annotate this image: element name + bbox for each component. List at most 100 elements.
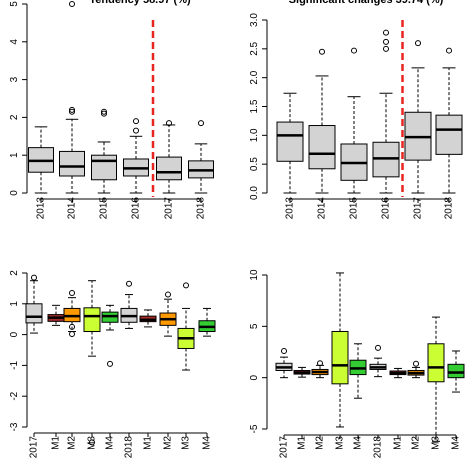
x-tick-label: 2017 xyxy=(164,197,175,220)
outlier-point xyxy=(198,120,204,127)
chart-panel-1: Tendency 58.97 (%) 0 1 2 3 4 5 2013 2014 2015 2016… xyxy=(9,0,214,219)
box-2018 xyxy=(120,280,138,329)
y-tick-label: 0 xyxy=(9,331,20,337)
y-tick-label: 10 xyxy=(249,269,260,281)
x-tick-label: M4 xyxy=(451,436,462,450)
outlier-point xyxy=(133,118,139,125)
box-body xyxy=(447,363,465,379)
x-tick-label: M3 xyxy=(335,436,346,450)
y-tick-label: 2.0 xyxy=(249,70,260,84)
box-2016 xyxy=(123,118,149,194)
outlier-point xyxy=(166,120,172,127)
x-tick-label: M4 xyxy=(105,436,116,450)
x-tick-label: 2013 xyxy=(36,197,47,220)
x-tick-label: 2016 xyxy=(131,197,142,220)
box-body xyxy=(308,125,336,170)
outlier-point xyxy=(69,108,75,115)
y-tick-label: 0.0 xyxy=(249,186,260,200)
box-body xyxy=(83,307,101,333)
y-tick-label: 0.5 xyxy=(249,157,260,171)
outlier-point xyxy=(101,108,107,115)
x-tick-label: M1 xyxy=(393,436,404,450)
x-tick-label: M1 xyxy=(297,436,308,450)
box-2016 xyxy=(372,29,400,194)
box-m2 xyxy=(311,360,329,379)
box-2017 xyxy=(404,40,432,194)
x-tick-label: 2015 xyxy=(99,197,110,220)
outlier-point xyxy=(31,274,37,281)
x-tick-label: M2 xyxy=(315,436,326,450)
box-m1 xyxy=(47,304,65,326)
box-body xyxy=(156,156,182,181)
outlier-point xyxy=(126,280,132,287)
outlier-point xyxy=(383,38,389,45)
box-body xyxy=(91,154,117,181)
x-tick-label: 2013 xyxy=(285,197,296,220)
outlier-point xyxy=(413,360,419,367)
y-tick-label: 3 xyxy=(9,76,20,82)
box-2013 xyxy=(28,126,54,194)
box-m3 xyxy=(427,316,445,442)
box-m1 xyxy=(389,367,407,379)
chart-title: Significant changes 39.74 (%) xyxy=(289,0,444,6)
box-body xyxy=(25,303,43,324)
x-tick-label: 2015 xyxy=(349,197,360,220)
y-tick-label: 2 xyxy=(9,270,20,276)
box-body xyxy=(59,150,85,177)
chart-panel-3: -3 -2 -1 0 1 2 2017 M1 M2 M3 M4 2018 M1 M2 M3 M4 xyxy=(9,270,216,459)
box-m2 xyxy=(407,360,425,379)
box-m1 xyxy=(139,309,157,328)
outlier-point xyxy=(107,360,113,367)
x-tick-label: M3 xyxy=(431,436,442,450)
x-tick-label: 2018 xyxy=(196,197,207,220)
outlier-point xyxy=(101,110,107,117)
box-body xyxy=(331,330,349,385)
x-tick-label: M4 xyxy=(353,436,364,450)
x-tick-label: M2 xyxy=(411,436,422,450)
y-tick-label: 1.5 xyxy=(249,99,260,113)
y-tick-label: 1 xyxy=(9,152,20,158)
outlier-point xyxy=(319,48,325,55)
box-m2 xyxy=(159,291,177,337)
y-tick-label: 2.5 xyxy=(249,41,260,55)
box-m2 xyxy=(63,290,81,337)
outlier-point xyxy=(446,47,452,54)
box-2013 xyxy=(276,92,304,194)
x-tick-label: 2017 xyxy=(279,436,290,459)
outlier-point xyxy=(89,439,95,446)
outlier-point xyxy=(69,290,75,297)
y-tick-label: 2 xyxy=(9,114,20,120)
box-2018 xyxy=(188,120,214,194)
y-tick-label: -1 xyxy=(9,361,20,370)
y-tick-label: 0 xyxy=(9,190,20,196)
box-body xyxy=(435,114,463,155)
box-2014 xyxy=(308,48,336,194)
y-tick-label: -2 xyxy=(9,391,20,400)
box-m3 xyxy=(83,280,101,446)
x-tick-label: 2014 xyxy=(317,197,328,220)
box-2014 xyxy=(59,1,85,194)
outlier-point xyxy=(415,40,421,47)
x-tick-label: 2018 xyxy=(124,436,135,459)
y-tick-label: 4 xyxy=(9,39,20,45)
box-m4 xyxy=(447,350,465,393)
outlier-point xyxy=(383,45,389,52)
chart-title: Tendency 58.97 (%) xyxy=(89,0,191,6)
x-tick-label: M2 xyxy=(163,436,174,450)
box-2017 xyxy=(25,274,43,334)
box-2017 xyxy=(156,120,182,194)
x-tick-label: M1 xyxy=(51,436,62,450)
x-tick-label: 2017 xyxy=(413,197,424,220)
x-tick-label: 2016 xyxy=(381,197,392,220)
box-2015 xyxy=(91,108,117,194)
y-tick-label: 0 xyxy=(249,374,260,380)
box-m3 xyxy=(177,282,195,371)
outlier-point xyxy=(133,127,139,134)
x-tick-label: 2018 xyxy=(373,436,384,459)
outlier-point xyxy=(69,1,75,7)
outlier-point xyxy=(375,344,381,351)
y-tick-label: 3.0 xyxy=(249,13,260,27)
x-tick-label: 2014 xyxy=(67,197,78,220)
x-tick-label: 2018 xyxy=(444,197,455,220)
